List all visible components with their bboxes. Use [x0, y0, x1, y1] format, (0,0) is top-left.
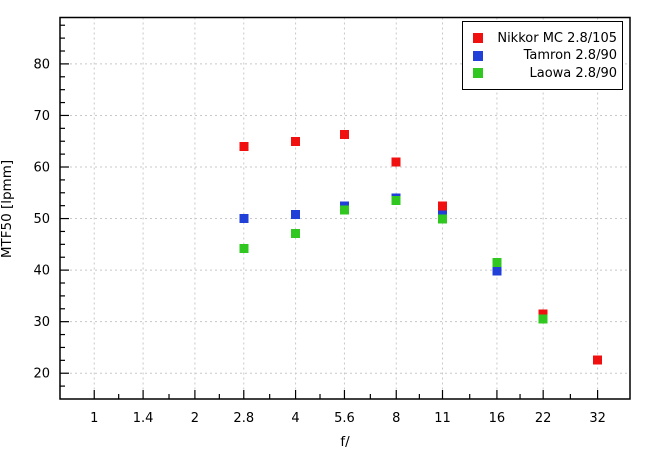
x-axis-title: f/ — [340, 434, 350, 450]
legend-item-laowa: Laowa 2.8/90 — [473, 64, 617, 82]
data-point — [239, 141, 249, 151]
data-point — [438, 201, 448, 211]
data-point — [239, 243, 249, 253]
data-point — [239, 214, 249, 224]
data-point — [291, 209, 301, 219]
data-point — [438, 214, 448, 224]
data-point — [339, 205, 349, 215]
x-tick-label: 16 — [489, 411, 506, 426]
y-tick-label: 60 — [33, 161, 50, 176]
data-point — [593, 355, 603, 365]
data-point — [391, 196, 401, 206]
x-tick-label: 32 — [589, 411, 606, 426]
data-point — [538, 309, 548, 319]
x-tick-label: 1 — [90, 411, 98, 426]
data-point — [339, 130, 349, 140]
x-tick-label: 2.8 — [233, 411, 254, 426]
data-point — [492, 257, 502, 267]
x-tick-label: 11 — [434, 411, 451, 426]
y-tick-label: 40 — [33, 264, 50, 279]
data-point — [291, 229, 301, 239]
data-point — [492, 266, 502, 276]
x-tick-label: 22 — [535, 411, 552, 426]
legend-item-nikkor: Nikkor MC 2.8/105 — [473, 29, 617, 47]
x-tick-label: 8 — [392, 411, 400, 426]
y-tick-label: 50 — [33, 212, 50, 227]
data-point — [538, 314, 548, 324]
legend: Nikkor MC 2.8/105 Tamron 2.8/90 Laowa 2.… — [462, 21, 623, 90]
y-tick-label: 30 — [33, 315, 50, 330]
series-marker-icon — [473, 68, 483, 78]
x-tick-label: 5.6 — [334, 411, 355, 426]
x-tick-label: 2 — [191, 411, 199, 426]
y-tick-label: 80 — [33, 57, 50, 72]
series-marker-icon — [473, 33, 483, 43]
legend-label: Laowa 2.8/90 — [529, 65, 618, 81]
y-tick-label: 20 — [33, 367, 50, 382]
y-tick-label: 70 — [33, 109, 50, 124]
y-axis-title: MTF50 [lpmm] — [0, 159, 15, 259]
legend-label: Nikkor MC 2.8/105 — [497, 30, 617, 46]
legend-item-tamron: Tamron 2.8/90 — [473, 47, 617, 65]
x-tick-label: 4 — [291, 411, 299, 426]
data-point — [291, 137, 301, 147]
legend-label: Tamron 2.8/90 — [523, 48, 617, 63]
x-tick-label: 1.4 — [133, 411, 154, 426]
data-point — [391, 157, 401, 167]
series-marker-icon — [473, 50, 483, 61]
